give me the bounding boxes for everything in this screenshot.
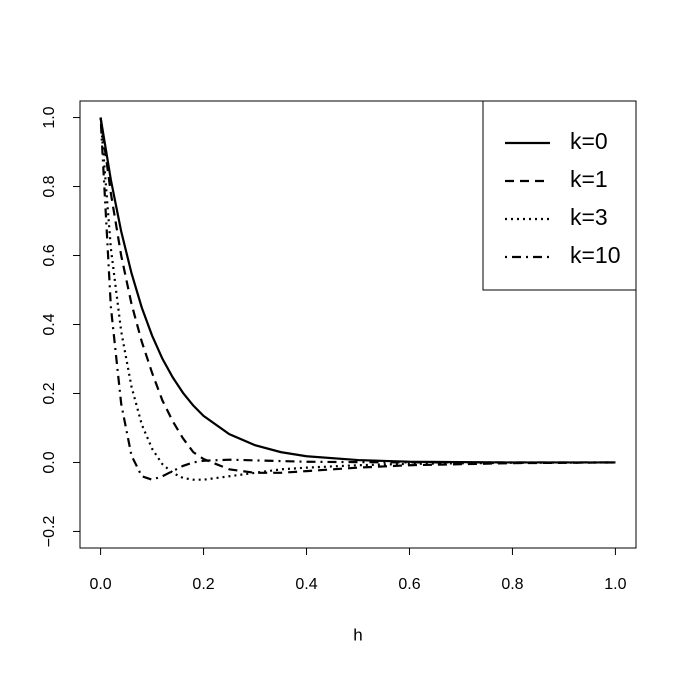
x-tick-label: 0.6 (398, 576, 420, 593)
legend-box (482, 100, 637, 291)
series-line (99, 117, 616, 464)
legend-label: k=10 (570, 242, 621, 268)
x-tick-label: 0.8 (501, 576, 523, 593)
y-tick-label: 0.6 (41, 244, 58, 266)
y-tick-label: −0.2 (41, 516, 58, 548)
x-tick-label: 0.2 (192, 576, 214, 593)
series-line (99, 117, 616, 481)
x-tick-label: 1.0 (604, 576, 626, 593)
legend-label: k=1 (570, 166, 608, 192)
y-tick-label: 0.2 (41, 382, 58, 404)
y-tick-label: 0.4 (41, 313, 58, 335)
y-tick-label: 1.0 (41, 106, 58, 128)
legend-label: k=3 (570, 204, 608, 230)
y-tick-label: 0.0 (41, 451, 58, 473)
series-line (99, 117, 616, 474)
x-axis-label: h (353, 625, 362, 644)
x-tick-label: 0.0 (89, 576, 111, 593)
legend-label: k=0 (570, 128, 608, 154)
x-tick-label: 0.4 (295, 576, 317, 593)
y-tick-label: 0.8 (41, 175, 58, 197)
